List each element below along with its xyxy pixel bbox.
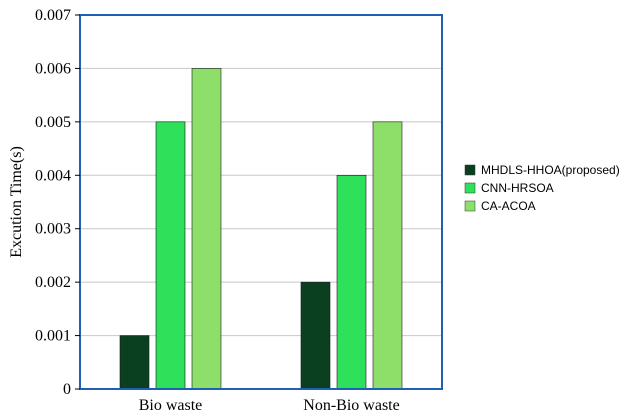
bar-mhdls-hhoa-proposed--0 xyxy=(119,335,150,390)
y-tick-label: 0.007 xyxy=(35,7,71,24)
legend-swatch xyxy=(464,182,476,194)
y-tick-label: 0.001 xyxy=(35,328,71,345)
bars xyxy=(119,68,403,390)
bar-ca-acoa-0 xyxy=(191,68,222,390)
y-tick-label: 0.004 xyxy=(35,167,71,184)
y-tick-label: 0.006 xyxy=(35,60,71,77)
plot-frame xyxy=(79,14,443,390)
bar-cnn-hrsoa-0 xyxy=(155,121,186,390)
bar-cnn-hrsoa-1 xyxy=(336,174,367,390)
x-category-label: Non-Bio waste xyxy=(303,397,399,414)
y-axis-title: Excution Time(s) xyxy=(8,146,25,258)
legend-label: CNN-HRSOA xyxy=(481,181,554,195)
y-tick-label: 0 xyxy=(63,381,71,398)
x-category-label: Bio waste xyxy=(139,397,203,414)
legend[interactable]: MHDLS-HHOA(proposed) CNN-HRSOA CA-ACOA xyxy=(464,163,620,213)
x-axis-labels: Bio waste Non-Bio waste xyxy=(139,397,400,414)
y-tick-label: 0.002 xyxy=(35,274,71,291)
y-axis-ticks: 0 0.001 0.002 0.003 0.004 0.005 0.006 0.007 xyxy=(35,7,80,398)
legend-label: MHDLS-HHOA(proposed) xyxy=(481,163,620,177)
bar-mhdls-hhoa-proposed--1 xyxy=(300,281,331,390)
legend-swatch xyxy=(464,164,476,176)
legend-swatch xyxy=(464,200,476,212)
legend-label: CA-ACOA xyxy=(481,199,536,213)
y-tick-label: 0.003 xyxy=(35,221,71,238)
y-tick-label: 0.005 xyxy=(35,114,71,131)
bar-ca-acoa-1 xyxy=(372,121,403,390)
